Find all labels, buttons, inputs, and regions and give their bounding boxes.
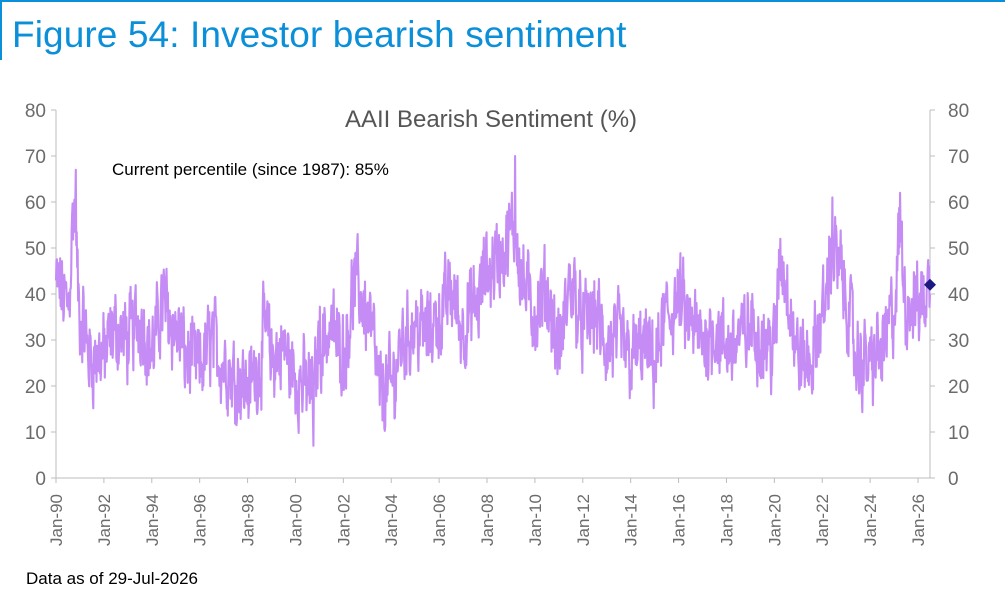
y-tick-label-right: 40: [948, 285, 969, 306]
x-tick-label: Jan-22: [813, 494, 832, 546]
y-tick-label-left: 50: [25, 239, 46, 260]
marker-layer: [924, 278, 936, 291]
y-tick-label-right: 60: [948, 193, 969, 214]
x-tick-label: Jan-00: [286, 494, 305, 546]
x-tick-label: Jan-20: [765, 494, 784, 546]
x-tick-label: Jan-96: [191, 494, 210, 546]
percentile-annotation: Current percentile (since 1987): 85%: [112, 160, 389, 179]
x-tick-label: Jan-24: [861, 494, 880, 546]
y-tick-label-right: 70: [948, 147, 969, 168]
x-tick-label: Jan-16: [670, 494, 689, 546]
x-tick-label: Jan-04: [382, 494, 401, 546]
y-tick-label-right: 50: [948, 239, 969, 260]
chart-title: AAII Bearish Sentiment (%): [345, 106, 637, 133]
series-layer: [54, 154, 932, 447]
series-line-bearish: [54, 154, 932, 447]
frame-top-rule: [0, 0, 1005, 2]
y-tick-label-right: 0: [948, 469, 959, 490]
y-tick-label-left: 30: [25, 331, 46, 352]
y-tick-label-right: 10: [948, 423, 969, 444]
x-tick-label: Jan-26: [909, 494, 928, 546]
y-tick-label-right: 20: [948, 377, 969, 398]
y-tick-label-left: 10: [25, 423, 46, 444]
y-tick-label-left: 70: [25, 147, 46, 168]
x-tick-label: Jan-10: [526, 494, 545, 546]
footnote: Data as of 29-Jul-2026: [26, 569, 198, 588]
x-tick-label: Jan-08: [478, 494, 497, 546]
y-tick-label-right: 30: [948, 331, 969, 352]
x-tick-label: Jan-94: [143, 494, 162, 546]
x-tick-label: Jan-14: [622, 494, 641, 546]
y-tick-label-left: 0: [35, 469, 46, 490]
y-tick-label-left: 20: [25, 377, 46, 398]
x-tick-label: Jan-12: [574, 494, 593, 546]
x-tick-label: Jan-92: [95, 494, 114, 546]
x-tick-label: Jan-90: [47, 494, 66, 546]
y-tick-label-left: 60: [25, 193, 46, 214]
figure-title: Figure 54: Investor bearish sentiment: [12, 14, 627, 55]
y-tick-label-left: 40: [25, 285, 46, 306]
frame-left-rule: [0, 0, 2, 60]
y-tick-label-left: 80: [25, 101, 46, 122]
current-value-marker: [924, 278, 936, 291]
x-tick-label: Jan-18: [717, 494, 736, 546]
y-tick-label-right: 80: [948, 101, 969, 122]
x-tick-label: Jan-06: [430, 494, 449, 546]
x-tick-label: Jan-02: [334, 494, 353, 546]
x-tick-label: Jan-98: [239, 494, 258, 546]
